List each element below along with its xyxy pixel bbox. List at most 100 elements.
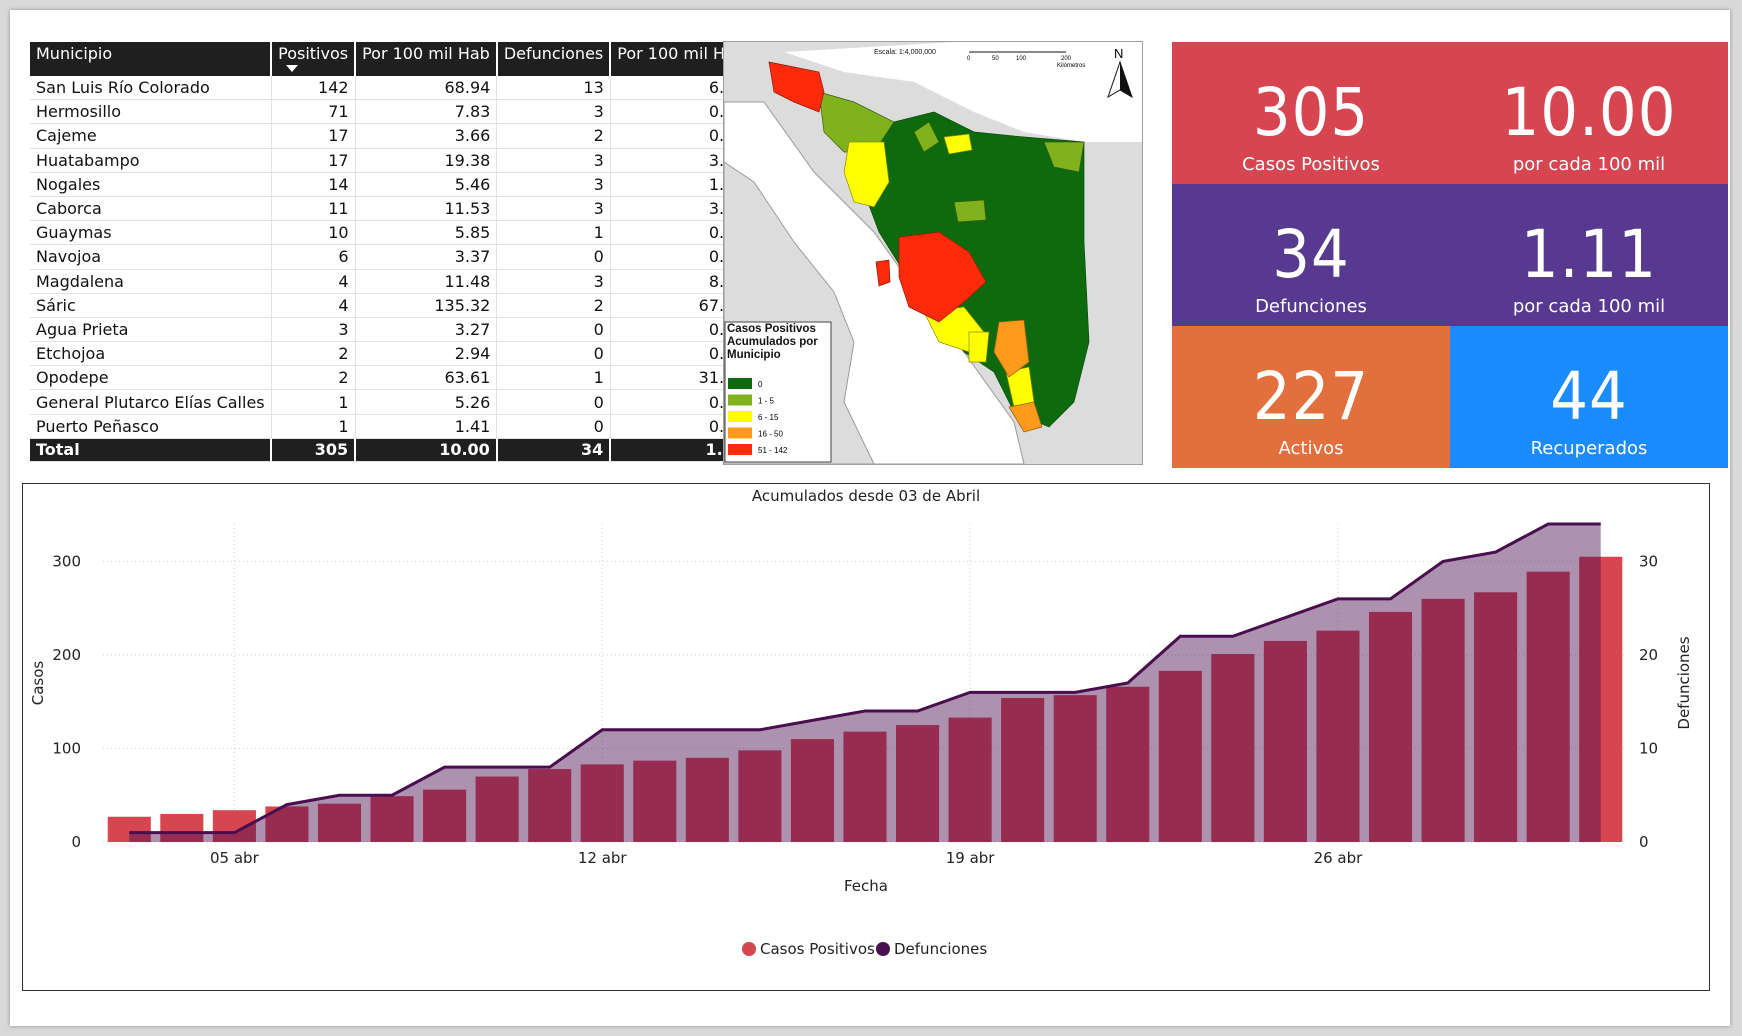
- col-positivos-rate[interactable]: Por 100 mil Hab: [355, 42, 498, 76]
- table-cell: 63.61: [355, 365, 498, 391]
- bar-casos-positivos[interactable]: [633, 760, 677, 842]
- y-tick-label: 300: [52, 552, 81, 570]
- acumulados-chart: Acumulados desde 03 de Abril 0 100 200 300 0 1…: [22, 483, 1710, 991]
- bar-casos-positivos[interactable]: [790, 739, 834, 842]
- bar-casos-positivos[interactable]: [896, 725, 940, 842]
- map-legend: [724, 321, 832, 463]
- x-tick-label: 19 abr: [946, 849, 996, 867]
- north-label: N: [1114, 46, 1123, 61]
- legend-label: 1 - 5: [758, 397, 775, 406]
- legend-defunciones-label[interactable]: Defunciones: [894, 940, 987, 958]
- table-cell: 305: [271, 438, 357, 462]
- kpi-label: por cada 100 mil: [1512, 296, 1666, 317]
- legend-casos-icon[interactable]: [742, 942, 756, 956]
- kpi-casos-rate: 10.00 por cada 100 mil: [1450, 42, 1728, 184]
- table-cell: Nogales: [30, 172, 272, 197]
- kpi-label: Recuperados: [1530, 438, 1648, 459]
- table-row[interactable]: Sáric 4 135.32 2 67.66: [30, 293, 752, 318]
- bar-casos-positivos[interactable]: [1263, 640, 1307, 842]
- col-municipio[interactable]: Municipio: [30, 42, 273, 76]
- bar-casos-positivos[interactable]: [1053, 695, 1097, 842]
- table-cell: 1: [271, 389, 356, 415]
- col-positivos[interactable]: Positivos: [271, 42, 357, 76]
- bar-casos-positivos[interactable]: [1106, 686, 1150, 842]
- bar-casos-positivos[interactable]: [423, 789, 467, 842]
- bar-casos-positivos[interactable]: [948, 717, 992, 842]
- bar-casos-positivos[interactable]: [580, 764, 624, 842]
- bar-casos-positivos[interactable]: [475, 776, 519, 842]
- scale-tick-0: 0: [967, 56, 971, 62]
- bar-casos-positivos[interactable]: [1316, 630, 1360, 842]
- bar-casos-positivos[interactable]: [685, 757, 729, 842]
- table-cell: Guaymas: [30, 220, 272, 246]
- table-cell: 3.66: [355, 123, 498, 149]
- table-cell: 3: [496, 99, 611, 125]
- bar-casos-positivos[interactable]: [1421, 598, 1465, 842]
- table-cell: 13: [496, 76, 611, 101]
- table-cell: 3: [496, 172, 611, 197]
- table-cell: 3: [496, 148, 611, 173]
- table-cell: 11.53: [355, 196, 498, 222]
- table-cell: 1: [496, 220, 611, 246]
- sort-desc-icon[interactable]: [286, 65, 299, 72]
- table-cell: 1: [271, 414, 356, 439]
- table-cell: 1: [496, 365, 611, 391]
- table-cell: Huatabampo: [30, 148, 272, 173]
- bar-casos-positivos[interactable]: [1158, 670, 1202, 842]
- y-tick-label: 100: [52, 739, 81, 757]
- bar-casos-positivos[interactable]: [1474, 592, 1518, 842]
- legend-label: 0: [758, 380, 763, 389]
- legend-label: 6 - 15: [758, 413, 779, 422]
- line-defunciones[interactable]: [129, 522, 1601, 835]
- bar-casos-positivos[interactable]: [317, 803, 362, 842]
- bar-casos-positivos[interactable]: [1579, 556, 1623, 842]
- table-cell: 0: [496, 389, 611, 415]
- table-cell: General Plutarco Elías Calles: [30, 389, 272, 415]
- bar-casos-positivos[interactable]: [1211, 654, 1255, 842]
- table-cell: 0: [496, 341, 611, 367]
- map-scale-text: Escala: 1:4,000,000: [874, 49, 936, 56]
- map-legend-title: Casos Positivos Acumulados por Municipio: [727, 323, 818, 361]
- table-cell: 5.26: [355, 389, 498, 415]
- kpi-activos: 227 Activos: [1172, 326, 1450, 468]
- table-cell: 3.37: [355, 244, 498, 270]
- table-cell: 3: [271, 317, 356, 343]
- kpi-value: 1.11: [1520, 216, 1658, 293]
- bar-casos-positivos[interactable]: [843, 731, 887, 842]
- bar-casos-positivos[interactable]: [370, 796, 414, 842]
- bar-casos-positivos[interactable]: [1526, 571, 1570, 842]
- bar-casos-positivos[interactable]: [528, 769, 572, 842]
- col-defunciones[interactable]: Defunciones: [496, 42, 612, 76]
- bar-casos-positivos[interactable]: [160, 813, 204, 842]
- bar-casos-positivos[interactable]: [1001, 697, 1045, 842]
- y-axis-label: Casos: [29, 661, 47, 706]
- bar-casos-positivos[interactable]: [738, 750, 782, 842]
- legend-defunciones-icon[interactable]: [876, 942, 890, 956]
- table-cell: 11: [271, 196, 356, 222]
- sonora-map: Escala: 1:4,000,000 0 50 100 200 Kilómet…: [723, 41, 1143, 465]
- table-row[interactable]: Opodepe 2 63.61 1 31.81: [30, 365, 752, 391]
- map-svg: Escala: 1:4,000,000 0 50 100 200 Kilómet…: [724, 42, 1142, 464]
- kpi-value: 305: [1252, 74, 1370, 151]
- bar-casos-positivos[interactable]: [107, 816, 151, 842]
- x-tick-label: 05 abr: [210, 849, 260, 867]
- scale-tick-50: 50: [992, 56, 999, 62]
- legend-casos-label[interactable]: Casos Positivos: [760, 940, 875, 958]
- bar-casos-positivos[interactable]: [1368, 611, 1413, 842]
- y2-axis-label: Defunciones: [1675, 636, 1693, 729]
- table-cell: 6: [271, 244, 356, 270]
